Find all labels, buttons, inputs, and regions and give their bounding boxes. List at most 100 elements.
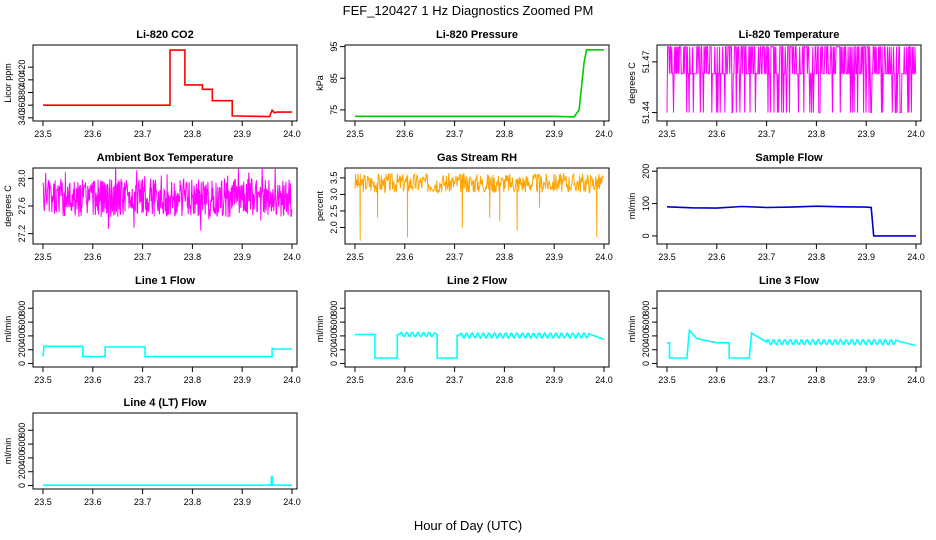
- y-axis-label: ml/min: [3, 316, 13, 343]
- y-tick-label: 340: [17, 110, 27, 125]
- panel-line2: Line 2 Flow ml/min 23.5 23.6 23.7 23.8 23.9 24.…: [315, 275, 613, 385]
- y-tick-label: 200: [641, 164, 651, 179]
- series-group: [355, 49, 604, 118]
- x-axis-label: Hour of Day (UTC): [413, 518, 523, 533]
- x-tick-label: 23.8: [808, 129, 826, 139]
- x-tick-label: 24.0: [283, 497, 301, 507]
- plot-frame: [32, 44, 298, 122]
- y-tick-label: 3.5: [329, 172, 339, 185]
- x-tick-label: 23.5: [34, 129, 52, 139]
- x-tick-label: 23.5: [346, 375, 364, 385]
- y-tick-label: 0: [641, 233, 651, 238]
- x-tick-label: 24.0: [907, 252, 925, 262]
- series-line-line-4: [43, 475, 292, 486]
- y-axis-label: kPa: [315, 75, 325, 91]
- panel-title: Li-820 Pressure: [436, 29, 518, 41]
- y-tick-label: 400: [329, 328, 339, 343]
- x-tick-label: 23.8: [496, 129, 514, 139]
- x-tick-label: 23.8: [184, 497, 202, 507]
- y-tick-label: 28.0: [17, 170, 27, 188]
- panel-co2: Li-820 CO2 Licor ppm 23.5 23.6 23.7 23.8 23.9 2…: [3, 29, 301, 139]
- y-tick-label: 600: [17, 437, 27, 452]
- x-tick-label: 23.5: [658, 252, 676, 262]
- y-tick-label: 27.2: [17, 225, 27, 243]
- x-tick-label: 23.5: [34, 497, 52, 507]
- series-group: [666, 46, 917, 114]
- x-tick-label: 23.6: [708, 375, 726, 385]
- x-tick-label: 23.9: [545, 129, 563, 139]
- y-axis-label: ml/min: [315, 316, 325, 343]
- x-tick-label: 23.7: [446, 252, 464, 262]
- x-tick-label: 24.0: [283, 375, 301, 385]
- x-tick-label: 23.9: [857, 129, 875, 139]
- panel-title: Sample Flow: [755, 152, 823, 164]
- panel-title: Line 1 Flow: [135, 275, 195, 287]
- plot-frame: [656, 290, 922, 368]
- x-tick-label: 23.9: [233, 375, 251, 385]
- series-line-pressure: [355, 49, 604, 118]
- x-tick-label: 24.0: [283, 129, 301, 139]
- x-tick-label: 23.7: [134, 252, 152, 262]
- y-tick-label: 400: [17, 328, 27, 343]
- y-tick-label: 2.5: [329, 205, 339, 218]
- plot-frame: [344, 167, 610, 245]
- x-tick-label: 23.9: [233, 252, 251, 262]
- y-tick-label: 85: [329, 73, 339, 83]
- panel-title: Gas Stream RH: [437, 152, 517, 164]
- series-group: [43, 475, 292, 486]
- y-tick-label: 95: [329, 42, 339, 52]
- series-line-temperature: [666, 46, 917, 114]
- y-axis-label: ml/min: [3, 438, 13, 465]
- x-tick-label: 24.0: [595, 129, 613, 139]
- y-tick-label: 600: [329, 315, 339, 330]
- x-tick-label: 23.9: [233, 129, 251, 139]
- y-axis-label: ml/min: [627, 316, 637, 343]
- x-tick-label: 23.8: [808, 375, 826, 385]
- panel-title: Line 2 Flow: [447, 275, 507, 287]
- y-tick-label: 0: [329, 361, 339, 366]
- y-tick-label: 600: [17, 315, 27, 330]
- y-tick-label: 2.0: [329, 221, 339, 234]
- panel-licor-temp: Li-820 Temperature degrees C 23.5 23.6 23.7 2…: [627, 29, 925, 139]
- x-tick-label: 23.9: [857, 375, 875, 385]
- x-tick-label: 23.9: [545, 252, 563, 262]
- plot-frame: [32, 290, 298, 368]
- series-line-line-1: [42, 345, 292, 358]
- x-tick-label: 23.9: [857, 252, 875, 262]
- y-tick-label: 51.44: [641, 101, 651, 124]
- y-axis-label: degrees C: [3, 185, 13, 227]
- series-line-box-temp: [42, 168, 293, 231]
- x-tick-label: 23.5: [346, 252, 364, 262]
- series-group: [43, 49, 292, 118]
- panel-sample-flow: Sample Flow ml/min 23.5 23.6 23.7 23.8 23.9 24.…: [627, 152, 925, 262]
- x-tick-label: 23.9: [545, 375, 563, 385]
- x-tick-label: 23.8: [184, 252, 202, 262]
- x-tick-label: 23.5: [658, 375, 676, 385]
- x-tick-label: 23.7: [134, 375, 152, 385]
- series-line-sample-flow: [666, 205, 916, 237]
- x-tick-label: 23.5: [658, 129, 676, 139]
- plot-frame: [656, 167, 922, 245]
- y-axis-label: Licor ppm: [3, 63, 13, 103]
- series-group: [42, 345, 292, 358]
- panel-title: Li-820 CO2: [136, 29, 193, 41]
- y-tick-label: 800: [17, 301, 27, 316]
- y-tick-label: 27.6: [17, 197, 27, 215]
- y-tick-label: 51.47: [641, 51, 651, 74]
- panel-pressure: Li-820 Pressure kPa 23.5 23.6 23.7 23.8 23.9 24…: [315, 29, 613, 139]
- panel-title: Ambient Box Temperature: [97, 152, 234, 164]
- y-tick-label: 360: [17, 98, 27, 113]
- panel-box-temp: Ambient Box Temperature degrees C 23.5 23.6…: [3, 152, 301, 262]
- y-tick-label: 800: [17, 423, 27, 438]
- x-tick-label: 23.8: [496, 375, 514, 385]
- panel-title: Line 4 (LT) Flow: [124, 397, 207, 409]
- y-tick-label: 100: [641, 196, 651, 211]
- x-tick-label: 23.6: [84, 252, 102, 262]
- y-tick-label: 380: [17, 85, 27, 100]
- x-tick-label: 23.7: [446, 375, 464, 385]
- series-group: [666, 205, 916, 237]
- y-tick-label: 400: [17, 72, 27, 87]
- y-tick-label: 600: [641, 315, 651, 330]
- x-tick-label: 23.7: [758, 375, 776, 385]
